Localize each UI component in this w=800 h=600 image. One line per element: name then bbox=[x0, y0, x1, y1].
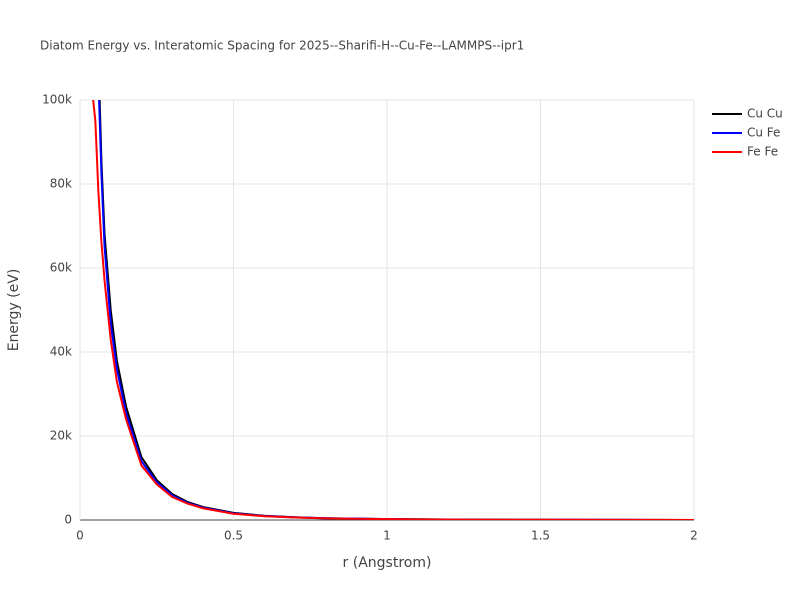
y-tick-label: 0 bbox=[64, 513, 72, 527]
x-tick-label: 0.5 bbox=[224, 529, 243, 543]
x-tick-label: 2 bbox=[690, 529, 698, 543]
x-tick-label: 1.5 bbox=[531, 529, 550, 543]
y-tick-label: 20k bbox=[50, 429, 72, 443]
plot-area bbox=[92, 100, 694, 520]
series-line bbox=[92, 100, 694, 520]
legend-label: Fe Fe bbox=[747, 145, 778, 159]
chart-title: Diatom Energy vs. Interatomic Spacing fo… bbox=[40, 39, 524, 53]
y-tick-label: 100k bbox=[42, 93, 72, 107]
x-axis-label: r (Angstrom) bbox=[343, 555, 432, 571]
y-axis-label: Energy (eV) bbox=[6, 269, 22, 352]
x-tick-label: 1 bbox=[383, 529, 391, 543]
series-line bbox=[98, 100, 694, 520]
y-tick-label: 60k bbox=[50, 261, 72, 275]
y-tick-label: 80k bbox=[50, 177, 72, 191]
legend-label: Cu Cu bbox=[747, 107, 783, 121]
legend-label: Cu Fe bbox=[747, 126, 780, 140]
series-line bbox=[98, 100, 694, 520]
x-tick-label: 0 bbox=[76, 529, 84, 543]
y-tick-label: 40k bbox=[50, 345, 72, 359]
